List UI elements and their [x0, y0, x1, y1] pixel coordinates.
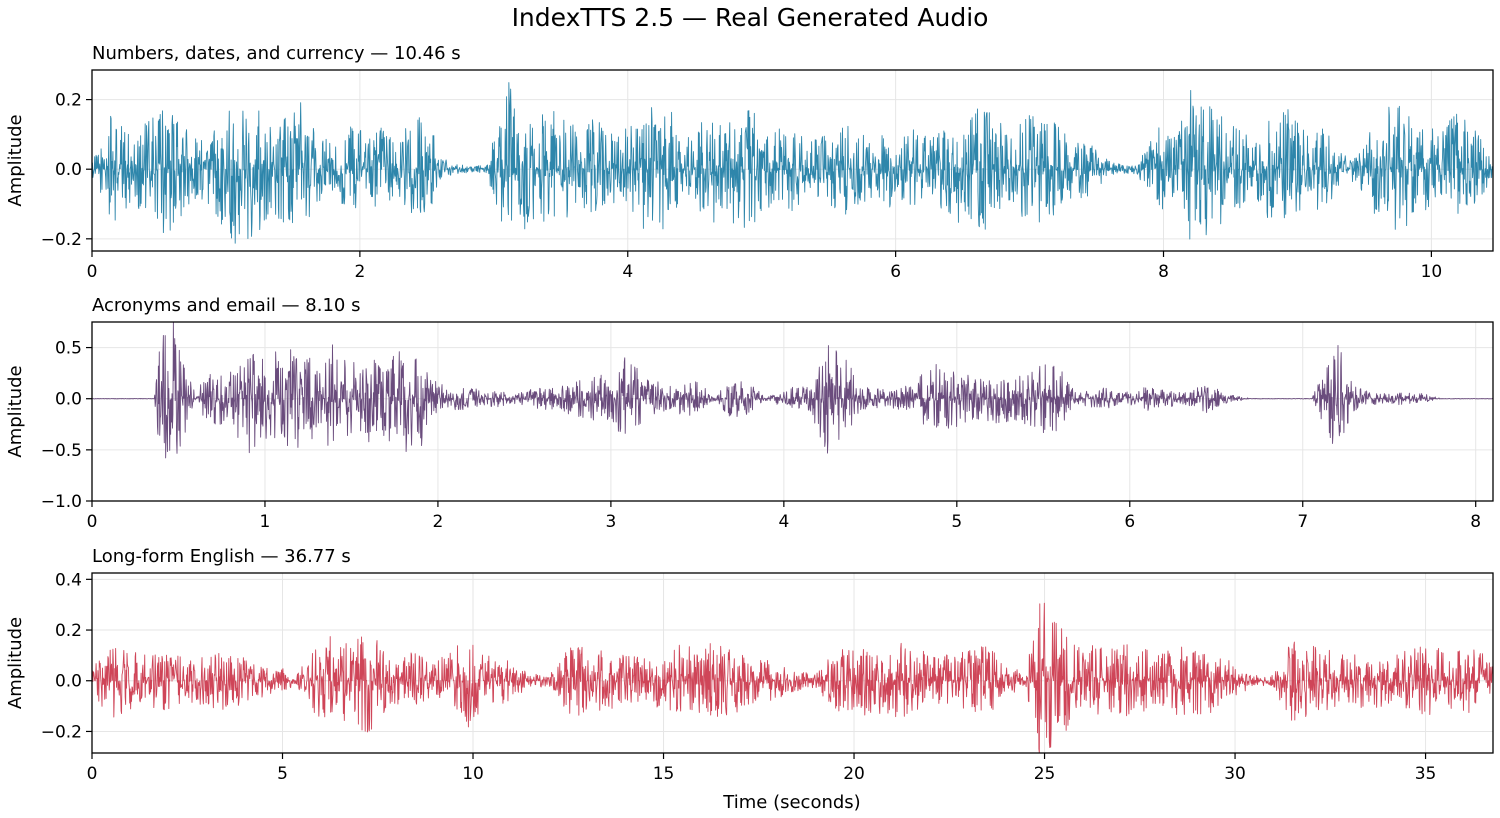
y-tick-label: 0.4	[55, 570, 82, 590]
y-axis-label: Amplitude	[5, 617, 26, 709]
x-tick-label: 4	[778, 512, 789, 532]
panel-3: 0 5 10 15 20 25 30 35 −0.2 0.0 0.2 0.4 Long-form Eng…	[5, 546, 1494, 784]
y-tick-label: −0.5	[41, 441, 82, 461]
x-tick-label: 3	[605, 512, 616, 532]
panel-title: Long-form English — 36.77 s	[92, 546, 351, 567]
x-tick-label: 8	[1470, 512, 1481, 532]
y-tick-label: 0.0	[55, 160, 82, 180]
x-tick-label: 6	[890, 262, 901, 282]
x-tick-label: 10	[1421, 262, 1443, 282]
axes-frame	[91, 572, 1494, 754]
x-tick-label: 20	[843, 764, 865, 784]
x-tick-label: 0	[87, 512, 98, 532]
panel-1: 0 2 4 6 8 10 −0.2 0.0 0.2 Numbers, dates, and cur…	[5, 43, 1494, 282]
y-tick-label: −1.0	[41, 492, 82, 512]
y-axis-label: Amplitude	[5, 114, 26, 206]
x-tick-label: 35	[1415, 764, 1437, 784]
waveform-series	[92, 602, 1493, 753]
x-tick-label: 7	[1297, 512, 1308, 532]
panel-title: Acronyms and email — 8.10 s	[92, 295, 360, 316]
axes-frame	[91, 69, 1494, 252]
x-tick-label: 2	[433, 512, 444, 532]
y-tick-label: −0.2	[41, 722, 82, 742]
x-tick-label: 2	[354, 262, 365, 282]
x-tick-label: 0	[87, 262, 98, 282]
y-tick-label: 0.2	[55, 621, 82, 641]
panel-2: 0 1 2 3 4 5 6 7 8 −1.0 −0.5 0.0 0.5 Acronyms and emai…	[5, 295, 1494, 532]
x-tick-label: 8	[1158, 262, 1169, 282]
x-tick-label: 1	[260, 512, 271, 532]
axes-frame	[91, 321, 1494, 502]
x-tick-label: 30	[1224, 764, 1246, 784]
y-tick-label: 0.2	[55, 91, 82, 111]
waveform-series	[92, 322, 1493, 459]
panel-title: Numbers, dates, and currency — 10.46 s	[92, 43, 461, 64]
x-tick-label: 5	[277, 764, 288, 784]
x-tick-label: 6	[1124, 512, 1135, 532]
x-tick-label: 15	[653, 764, 675, 784]
x-tick-label: 5	[951, 512, 962, 532]
x-tick-label: 0	[87, 764, 98, 784]
x-tick-label: 25	[1034, 764, 1056, 784]
y-tick-label: −0.2	[41, 230, 82, 250]
grid	[91, 322, 1493, 502]
y-tick-label: 0.0	[55, 672, 82, 692]
figure-title: IndexTTS 2.5 — Real Generated Audio	[512, 3, 989, 32]
x-tick-label: 10	[462, 764, 484, 784]
y-tick-label: 0.5	[55, 339, 82, 359]
x-axis-label: Time (seconds)	[722, 792, 860, 813]
waveform-series	[92, 82, 1493, 244]
y-axis-label: Amplitude	[5, 365, 26, 457]
y-tick-label: 0.0	[55, 390, 82, 410]
x-tick-label: 4	[622, 262, 633, 282]
grid	[91, 573, 1493, 753]
